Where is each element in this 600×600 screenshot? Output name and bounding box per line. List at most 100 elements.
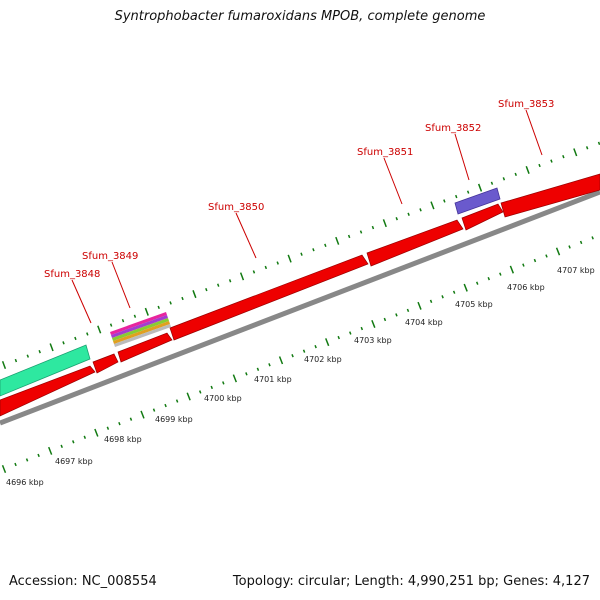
ruler-tick <box>538 163 541 168</box>
ruler-tick <box>25 458 29 462</box>
gene-arrow <box>169 254 369 341</box>
gene-track <box>0 173 600 417</box>
gene-label-sfum-3848: Sfum_3848 <box>44 269 100 280</box>
ruler-tick <box>324 243 327 247</box>
gene-arrow <box>366 219 464 267</box>
ruler-tick <box>312 248 315 252</box>
scale-label: 4706 kbp <box>507 283 545 292</box>
ruler-tick <box>109 323 113 327</box>
ruler-tick <box>314 344 317 349</box>
ruler-tick <box>86 332 89 336</box>
scale-label: 4704 kbp <box>405 318 443 327</box>
ruler-tick <box>144 307 149 316</box>
ruler-tick <box>264 265 268 270</box>
ruler-tick <box>585 146 589 150</box>
ruler-tick <box>335 236 340 245</box>
ruler-tick <box>349 331 352 335</box>
ruler-tick <box>198 390 202 394</box>
ruler-tick <box>502 177 506 181</box>
ruler-tick <box>562 154 565 159</box>
ruler-tick <box>256 367 260 371</box>
ruler-tick <box>555 247 561 256</box>
ruler-tick <box>94 428 99 437</box>
ruler-tick <box>118 422 121 426</box>
ruler-tick <box>509 265 515 274</box>
outer-tick-ruler <box>1 141 600 370</box>
ruler-tick <box>360 326 364 331</box>
genome-backbone <box>0 189 600 426</box>
ruler-tick <box>169 301 172 305</box>
ruler-tick <box>591 236 594 240</box>
ruler-tick <box>371 225 375 230</box>
ruler-tick <box>466 190 470 194</box>
ruler-tick <box>407 212 410 216</box>
ruler-tick <box>210 385 214 390</box>
scale-label: 4703 kbp <box>354 336 392 345</box>
ruler-tick <box>239 272 245 281</box>
ruler-tick <box>452 290 456 294</box>
ruler-tick <box>252 270 256 274</box>
ruler-tick <box>152 408 156 412</box>
ruler-tick <box>359 230 363 234</box>
scale-label: 4698 kbp <box>104 435 142 444</box>
ruler-tick <box>347 234 351 239</box>
ruler-tick <box>463 283 468 292</box>
ruler-tick <box>545 254 548 258</box>
ruler-tick <box>175 399 179 403</box>
ruler-tick <box>276 261 279 265</box>
ruler-tick <box>395 217 398 221</box>
ruler-tick <box>121 319 125 323</box>
ruler-tick <box>417 301 422 310</box>
ruler-tick <box>232 374 238 383</box>
ruler-tick <box>406 308 410 313</box>
gene-label-sfum-3851: Sfum_3851 <box>357 147 413 158</box>
gene-labels: Sfum_3848 Sfum_3849 Sfum_3850 Sfum_3851 … <box>44 99 554 280</box>
gene-arrow <box>500 173 600 218</box>
ruler-tick <box>441 295 444 299</box>
gene-arrow <box>92 353 119 374</box>
scale-label: 4705 kbp <box>455 300 493 309</box>
scale-label: 4699 kbp <box>155 415 193 424</box>
ruler-tick <box>477 183 483 192</box>
ruler-tick <box>395 313 398 317</box>
ruler-tick <box>222 381 225 385</box>
ruler-tick <box>579 240 583 245</box>
ruler-tick <box>371 319 376 328</box>
ruler-tick <box>522 263 525 267</box>
scale-label: 4701 kbp <box>254 375 292 384</box>
ruler-tick <box>26 354 30 358</box>
ruler-tick <box>573 148 578 157</box>
ruler-tick <box>278 356 284 365</box>
ruler-tick <box>62 341 65 345</box>
ruler-tick <box>106 426 110 430</box>
ruler-tick <box>291 354 294 358</box>
ruler-tick <box>83 435 87 439</box>
ruler-tick <box>525 165 530 174</box>
ruler-tick <box>302 349 306 353</box>
ruler-tick <box>37 453 40 458</box>
gene-label-sfum-3849: Sfum_3849 <box>82 251 138 262</box>
ruler-tick <box>181 296 184 301</box>
ruler-tick <box>60 444 63 449</box>
ruler-tick <box>287 254 292 263</box>
ruler-tick <box>216 283 220 287</box>
ruler-tick <box>48 446 53 455</box>
ruler-tick <box>499 272 502 276</box>
label-leader-lines <box>71 109 543 324</box>
ruler-tick <box>192 290 197 299</box>
ruler-tick <box>133 314 137 318</box>
ruler-tick <box>186 392 191 401</box>
ruler-tick <box>74 336 77 341</box>
scale-label: 4707 kbp <box>557 266 595 275</box>
ruler-tick <box>455 194 458 199</box>
map-title: Syntrophobacter fumaroxidans MPOB, compl… <box>114 9 486 24</box>
genome-info-text: Topology: circular; Length: 4,990,251 bp… <box>232 574 590 589</box>
ruler-tick <box>164 403 167 408</box>
gene-arrow <box>117 332 173 363</box>
ruler-tick <box>430 201 435 210</box>
ruler-tick <box>597 141 600 146</box>
feature-track-purple <box>454 187 501 215</box>
ruler-tick <box>382 219 387 228</box>
inner-scale-ruler <box>1 236 594 473</box>
ruler-tick <box>419 208 422 212</box>
